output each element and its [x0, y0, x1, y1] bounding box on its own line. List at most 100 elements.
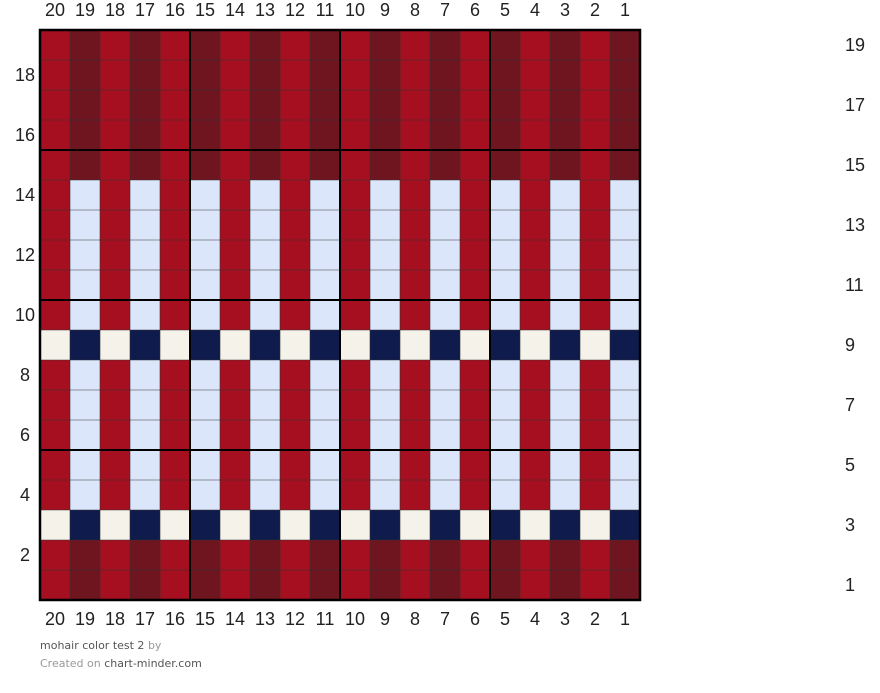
chart-cell: [460, 90, 490, 120]
chart-cell: [190, 420, 220, 450]
chart-cell: [370, 90, 400, 120]
chart-cell: [400, 210, 430, 240]
chart-cell: [310, 210, 340, 240]
chart-cell: [610, 360, 640, 390]
chart-cell: [250, 180, 280, 210]
chart-cell: [220, 120, 250, 150]
chart-cell: [70, 210, 100, 240]
chart-cell: [580, 30, 610, 60]
chart-cell: [190, 210, 220, 240]
row-label-left: 10: [15, 305, 35, 325]
chart-cell: [340, 420, 370, 450]
chart-cell: [160, 90, 190, 120]
chart-cell: [40, 420, 70, 450]
chart-cell: [40, 120, 70, 150]
chart-cell: [100, 420, 130, 450]
chart-cell: [490, 240, 520, 270]
column-label-top: 17: [135, 0, 155, 20]
chart-cell: [100, 210, 130, 240]
chart-cell: [400, 510, 430, 540]
chart-cell: [250, 240, 280, 270]
chart-cell: [220, 540, 250, 570]
chart-cell: [220, 330, 250, 360]
chart-cell: [130, 450, 160, 480]
chart-cell: [520, 360, 550, 390]
column-label-top: 20: [45, 0, 65, 20]
chart-cell: [610, 180, 640, 210]
chart-cell: [70, 570, 100, 600]
chart-cell: [550, 210, 580, 240]
chart-cell: [250, 210, 280, 240]
chart-cell: [430, 60, 460, 90]
chart-cell: [550, 120, 580, 150]
chart-cell: [460, 120, 490, 150]
chart-cell: [340, 240, 370, 270]
chart-cell: [100, 510, 130, 540]
chart-cell: [40, 450, 70, 480]
chart-cell: [370, 570, 400, 600]
chart-cell: [310, 360, 340, 390]
column-label-top: 12: [285, 0, 305, 20]
chart-cell: [160, 390, 190, 420]
chart-cell: [370, 270, 400, 300]
chart-cell: [130, 390, 160, 420]
chart-cell: [220, 300, 250, 330]
chart-cell: [130, 570, 160, 600]
chart-cell: [400, 120, 430, 150]
chart-cell: [130, 540, 160, 570]
chart-cell: [460, 420, 490, 450]
row-label-right: 5: [845, 455, 855, 475]
chart-cell: [40, 210, 70, 240]
chart-cell: [460, 180, 490, 210]
row-label-right: 15: [845, 155, 865, 175]
column-label-top: 15: [195, 0, 215, 20]
chart-cell: [310, 60, 340, 90]
chart-cell: [430, 240, 460, 270]
chart-cell: [610, 240, 640, 270]
chart-cell: [130, 360, 160, 390]
chart-cell: [100, 300, 130, 330]
chart-cell: [610, 480, 640, 510]
chart-cell: [340, 330, 370, 360]
chart-cell: [580, 480, 610, 510]
column-label-top: 18: [105, 0, 125, 20]
chart-cell: [220, 240, 250, 270]
chart-cell: [400, 300, 430, 330]
chart-cell: [610, 570, 640, 600]
chart-cell: [40, 240, 70, 270]
chart-cell: [490, 300, 520, 330]
chart-cell: [40, 90, 70, 120]
chart-cell: [40, 360, 70, 390]
column-label-top: 5: [500, 0, 510, 20]
chart-cell: [550, 360, 580, 390]
chart-cell: [160, 60, 190, 90]
chart-cell: [370, 240, 400, 270]
chart-cell: [190, 330, 220, 360]
chart-cell: [190, 570, 220, 600]
chart-cell: [70, 300, 100, 330]
chart-cell: [310, 30, 340, 60]
chart-cell: [400, 30, 430, 60]
chart-cell: [190, 510, 220, 540]
column-label-top: 14: [225, 0, 245, 20]
chart-cell: [130, 240, 160, 270]
chart-cell: [40, 270, 70, 300]
chart-cell: [550, 300, 580, 330]
footer-site-link[interactable]: chart-minder.com: [104, 657, 202, 670]
chart-cell: [220, 150, 250, 180]
row-label-right: 1: [845, 575, 855, 595]
row-label-right: 3: [845, 515, 855, 535]
column-label-bottom: 16: [165, 609, 185, 629]
chart-cell: [340, 120, 370, 150]
chart-cell: [100, 30, 130, 60]
chart-cell: [490, 540, 520, 570]
chart-cell: [520, 510, 550, 540]
chart-cell: [580, 60, 610, 90]
axis-labels: 2020191918181717161615151414131312121111…: [15, 0, 865, 629]
chart-cell: [340, 570, 370, 600]
chart-cell: [70, 510, 100, 540]
chart-cell: [280, 510, 310, 540]
chart-cell: [490, 120, 520, 150]
chart-cell: [310, 120, 340, 150]
chart-cell: [580, 120, 610, 150]
